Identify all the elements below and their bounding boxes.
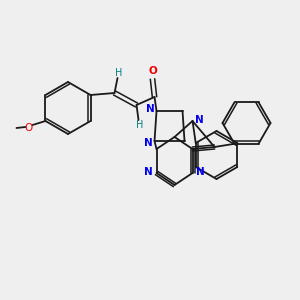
Text: N: N: [144, 167, 153, 177]
Text: O: O: [24, 123, 33, 133]
Text: N: N: [144, 138, 153, 148]
Text: H: H: [115, 68, 122, 78]
Text: N: N: [196, 167, 205, 177]
Text: N: N: [195, 115, 204, 125]
Text: O: O: [148, 66, 157, 76]
Text: N: N: [146, 104, 155, 114]
Text: H: H: [136, 120, 143, 130]
